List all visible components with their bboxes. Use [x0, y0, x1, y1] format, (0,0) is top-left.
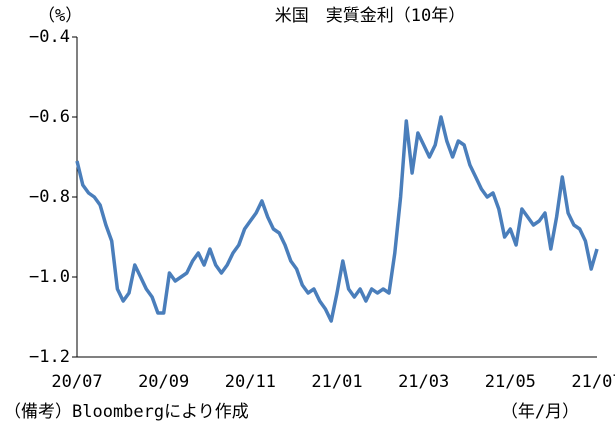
x-tick-label: 20/09	[138, 372, 189, 392]
y-tick-label: −1.2	[29, 347, 70, 367]
note: （備考）Bloombergにより作成	[4, 402, 249, 422]
data-line	[75, 115, 599, 323]
y-tick-label: −1.0	[29, 267, 70, 287]
x-tick-label: 21/07	[571, 372, 615, 392]
y-unit: （%）	[38, 6, 82, 26]
x-tick-label: 21/05	[485, 372, 536, 392]
y-tick-label: −0.4	[29, 27, 70, 47]
x-unit: （年/月）	[501, 402, 579, 422]
x-tick-label: 20/11	[225, 372, 276, 392]
x-tick-label: 21/03	[398, 372, 449, 392]
chart-title: 米国 実質金利（10年）	[275, 6, 465, 26]
x-tick-label: 20/07	[51, 372, 102, 392]
y-tick-label: −0.8	[29, 187, 70, 207]
y-tick-label: −0.6	[29, 107, 70, 127]
x-tick-label: 21/01	[311, 372, 362, 392]
